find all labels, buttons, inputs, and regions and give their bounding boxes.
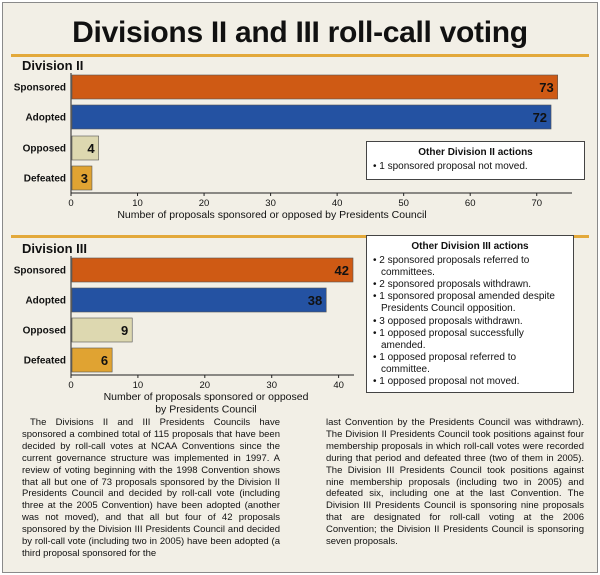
bar-defeated: [71, 165, 93, 191]
data-label-sponsored: 42: [335, 263, 349, 278]
category-label-sponsored: Sponsored: [14, 83, 66, 94]
category-label-opposed: Opposed: [23, 144, 66, 155]
bar-opposed: [71, 135, 99, 161]
division-ii-title: Division II: [22, 58, 84, 73]
x-axis-label: Number of proposals sponsored or opposed…: [117, 209, 426, 221]
x-tick-label: 0: [68, 380, 73, 391]
list-item: 2 sponsored proposals referred to commit…: [373, 255, 567, 279]
body-text-left: The Divisions II and III Presidents Coun…: [22, 417, 280, 560]
list-item: 1 opposed proposal referred to committee…: [373, 352, 567, 376]
x-tick-label: 50: [398, 198, 409, 209]
division-iii-actions-heading: Other Division III actions: [411, 241, 529, 252]
data-label-adopted: 72: [533, 110, 547, 125]
list-item: 1 opposed proposal successfully amended.: [373, 328, 567, 352]
division-iii-title: Division III: [22, 241, 88, 256]
category-label-adopted: Adopted: [25, 296, 66, 307]
bar-defeated: [71, 347, 113, 373]
division-ii-actions-heading: Other Division II actions: [418, 147, 533, 158]
x-axis-label: Number of proposals sponsored or opposed: [104, 391, 309, 403]
list-item: 1 opposed proposal not moved.: [373, 376, 567, 388]
divider-rule: [11, 54, 589, 57]
x-tick-label: 40: [333, 380, 344, 391]
x-tick-label: 20: [200, 380, 211, 391]
data-label-defeated: 6: [101, 353, 108, 368]
list-item: 1 sponsored proposal amended despite Pre…: [373, 291, 567, 315]
page-title: Divisions II and III roll-call voting: [72, 16, 528, 49]
division-iii-chart: Sponsored 42 Adopted 38 Opposed 9 Defeated 6 0 10…: [14, 256, 354, 416]
x-tick-label: 0: [68, 198, 73, 209]
division-iii-actions-list: 2 sponsored proposals referred to commit…: [373, 255, 567, 388]
data-label-opposed: 9: [121, 323, 128, 338]
data-label-adopted: 38: [308, 293, 322, 308]
category-label-sponsored: Sponsored: [14, 266, 66, 277]
x-tick-label: 30: [266, 380, 277, 391]
category-label-defeated: Defeated: [24, 356, 66, 367]
category-label-adopted: Adopted: [25, 113, 66, 124]
data-label-sponsored: 73: [539, 80, 553, 95]
data-label-defeated: 3: [81, 171, 88, 186]
body-paragraph: The Divisions II and III Presidents Coun…: [22, 417, 280, 559]
list-item: 2 sponsored proposals withdrawn.: [373, 279, 567, 291]
division-ii-actions-box: Other Division II actions 1 sponsored pr…: [366, 141, 585, 181]
x-tick-label: 10: [133, 380, 144, 391]
x-tick-label: 40: [332, 198, 343, 209]
x-tick-label: 70: [531, 198, 542, 209]
list-item: 1 sponsored proposal not moved.: [373, 161, 578, 173]
division-iii-actions-box: Other Division III actions 2 sponsored p…: [366, 235, 574, 394]
bar-adopted: [71, 104, 552, 130]
category-label-opposed: Opposed: [23, 326, 66, 337]
body-text-right: last Convention by the Presidents Counci…: [326, 417, 584, 548]
bar-adopted: [71, 287, 327, 313]
x-axis-label: by Presidents Council: [155, 404, 257, 416]
divider-rule: [11, 235, 589, 238]
category-label-defeated: Defeated: [24, 174, 66, 185]
x-tick-label: 60: [465, 198, 476, 209]
bar-sponsored: [71, 257, 354, 283]
bar-sponsored: [71, 74, 558, 100]
division-ii-actions-list: 1 sponsored proposal not moved.: [373, 161, 578, 173]
data-label-opposed: 4: [87, 141, 95, 156]
bar-opposed: [71, 317, 133, 343]
x-tick-label: 30: [265, 198, 276, 209]
list-item: 3 opposed proposals withdrawn.: [373, 316, 567, 328]
x-tick-label: 20: [199, 198, 210, 209]
x-tick-label: 10: [132, 198, 143, 209]
body-paragraph: last Convention by the Presidents Counci…: [326, 417, 584, 548]
